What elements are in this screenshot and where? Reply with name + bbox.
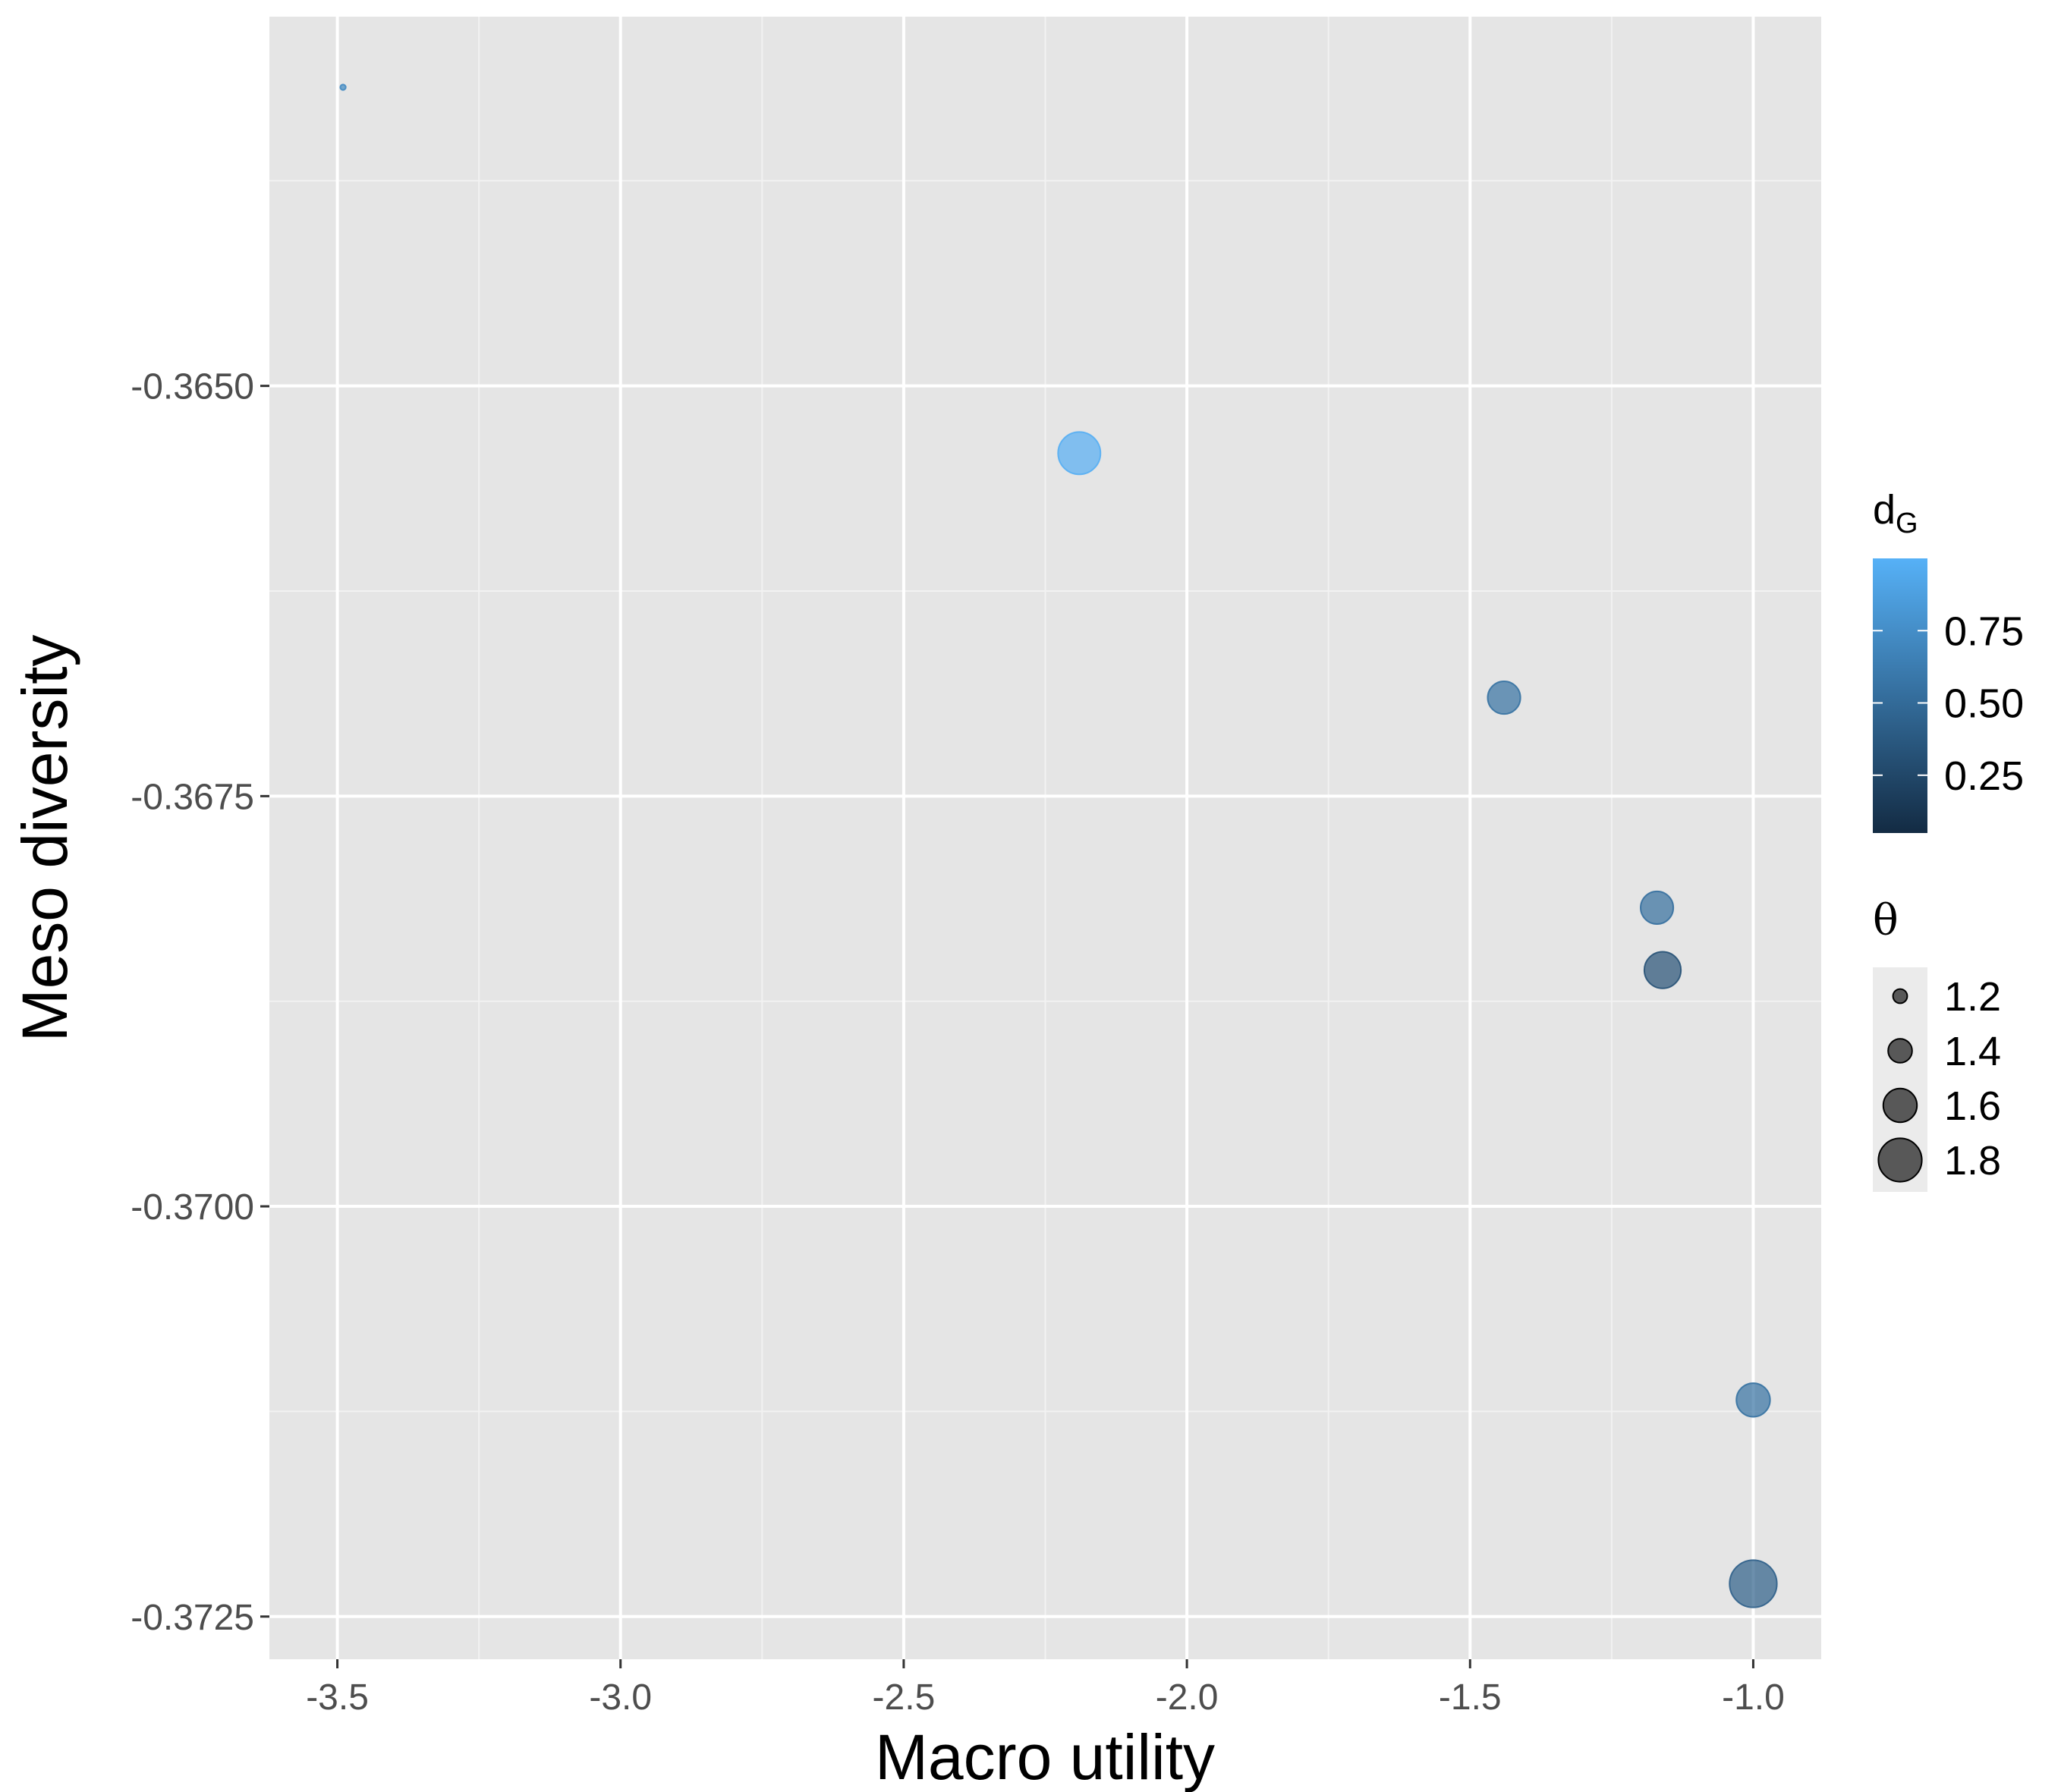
data-point (1487, 681, 1521, 715)
size-legend-label: 1.8 (1944, 1138, 2001, 1184)
color-legend-title: dG (1873, 487, 1918, 539)
x-axis-ticks: -3.5 -3.0 -2.5 -2.0 -1.5 -1.0 (306, 1659, 1785, 1718)
size-legend-label: 1.6 (1944, 1083, 2001, 1129)
y-axis-ticks: -0.3650 -0.3675 -0.3700 -0.3725 (131, 367, 269, 1638)
size-legend-label: 1.2 (1944, 974, 2001, 1020)
y-tick-label: -0.3650 (131, 367, 254, 407)
size-legend-key (1877, 1137, 1923, 1183)
y-tick-label: -0.3725 (131, 1598, 254, 1638)
color-legend: dG 0.25 0.50 0.75 (1873, 487, 2024, 833)
color-legend-title-sub: G (1896, 508, 1918, 539)
size-legend-key (1882, 1087, 1918, 1124)
size-legend-label: 1.4 (1944, 1029, 2001, 1074)
y-tick-label: -0.3700 (131, 1187, 254, 1228)
data-point (1735, 1382, 1771, 1418)
color-legend-title-main: d (1873, 487, 1896, 533)
data-point (1643, 951, 1682, 989)
data-point (1057, 431, 1102, 476)
x-tick-label: -2.5 (873, 1677, 936, 1718)
x-tick-label: -1.5 (1439, 1677, 1502, 1718)
x-axis-title: Macro utility (875, 1721, 1215, 1792)
size-legend-items: 1.2 1.4 1.6 1.8 (1877, 974, 2001, 1184)
major-grid (269, 17, 1821, 1659)
data-points (339, 83, 1778, 1608)
color-legend-tick-label: 0.75 (1944, 608, 2024, 654)
color-legend-bar (1873, 558, 1927, 833)
size-legend-title: θ (1873, 896, 1899, 945)
size-legend-key (1892, 988, 1908, 1004)
size-legend-key (1887, 1038, 1913, 1064)
color-legend-ticks: 0.25 0.50 0.75 (1873, 608, 2024, 799)
data-point (1729, 1559, 1778, 1608)
color-legend-tick-label: 0.25 (1944, 753, 2024, 799)
x-tick-label: -3.5 (306, 1677, 369, 1718)
color-legend-tick-label: 0.50 (1944, 681, 2024, 727)
x-tick-label: -3.0 (589, 1677, 652, 1718)
size-legend: θ 1.2 1.4 1.6 1.8 (1873, 896, 2001, 1192)
data-point (339, 83, 347, 91)
minor-grid (269, 17, 1821, 1659)
y-axis-title: Meso diversity (9, 635, 80, 1042)
data-point (1639, 890, 1675, 925)
y-tick-label: -0.3675 (131, 777, 254, 817)
x-tick-label: -2.0 (1156, 1677, 1219, 1718)
x-tick-label: -1.0 (1722, 1677, 1785, 1718)
